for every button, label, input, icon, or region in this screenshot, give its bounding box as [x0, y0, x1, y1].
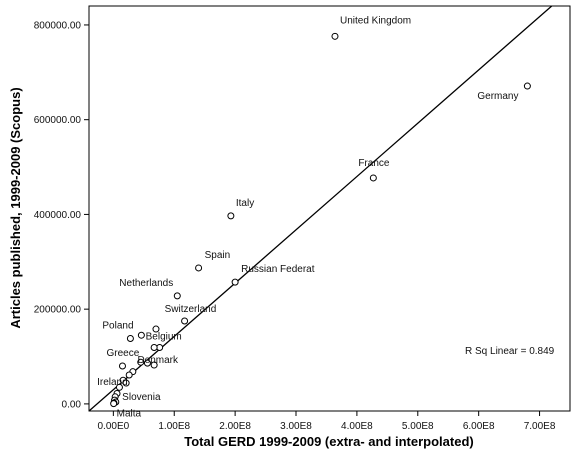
data-point: [231, 278, 239, 286]
r-squared-annotation: R Sq Linear = 0.849: [465, 346, 555, 357]
point-label: Slovenia: [122, 392, 161, 403]
x-axis-ticks: 0.00E0 1.00E8 2.00E8 3.00E8 4.00E8 5.00E8 6.00…: [98, 411, 556, 432]
point-label: Germany: [477, 91, 518, 102]
data-point: [125, 371, 133, 379]
point-label: Malta: [117, 409, 142, 420]
point-label: United Kingdom: [340, 15, 411, 26]
y-tick-label: 800000.00: [34, 20, 82, 31]
data-point: [143, 359, 151, 367]
y-tick-label: 600000.00: [34, 115, 82, 126]
x-tick-label: 1.00E8: [158, 421, 190, 432]
x-axis-title: Total GERD 1999-2009 (extra- and interpo…: [184, 434, 473, 449]
data-point: [137, 331, 145, 339]
point-label: Netherlands: [119, 278, 173, 289]
point-label: Poland: [102, 321, 133, 332]
point-label: Greece: [106, 348, 139, 359]
point-label: Italy: [236, 198, 254, 209]
data-point: [110, 400, 118, 408]
x-tick-label: 3.00E8: [280, 421, 312, 432]
x-tick-label: 2.00E8: [219, 421, 251, 432]
data-point: [115, 383, 123, 391]
y-tick-label: 400000.00: [34, 210, 82, 221]
point-label: Spain: [205, 250, 231, 261]
point-label: Ireland: [97, 377, 128, 388]
data-point: [331, 32, 339, 40]
plot-frame: [88, 5, 571, 412]
y-tick-label: 0.00: [62, 399, 82, 410]
fit-line: [89, 6, 553, 411]
x-tick-label: 6.00E8: [463, 421, 495, 432]
y-axis-ticks: 0.00 200000.00 400000.00 600000.00 800000.00: [34, 20, 89, 410]
data-point: [152, 325, 160, 333]
data-point: [137, 358, 145, 366]
data-point: [181, 317, 189, 325]
point-label: Switzerland: [165, 304, 217, 315]
data-point: [150, 361, 158, 369]
x-tick-label: 4.00E8: [341, 421, 373, 432]
data-point: [523, 82, 531, 90]
data-point: [173, 292, 181, 300]
data-point: [227, 212, 235, 220]
data-point: [118, 362, 126, 370]
fit-line-group: [89, 6, 553, 411]
y-tick-label: 200000.00: [34, 305, 82, 316]
point-label: Denmark: [137, 355, 179, 366]
point-labels: United Kingdom Germany France Italy Spain Rus…: [97, 15, 518, 419]
data-point: [195, 264, 203, 272]
point-label: Belgium: [146, 332, 182, 343]
data-point: [369, 174, 377, 182]
x-tick-label: 7.00E8: [524, 421, 556, 432]
point-label: Russian Federat: [241, 264, 315, 275]
y-axis-title: Articles published, 1999-2009 (Scopus): [8, 87, 23, 328]
data-points: [110, 32, 531, 408]
data-point: [122, 379, 130, 387]
x-tick-label: 5.00E8: [402, 421, 434, 432]
data-point: [126, 335, 134, 343]
data-point: [150, 344, 158, 352]
x-tick-label: 0.00E0: [98, 421, 130, 432]
point-label: France: [358, 158, 390, 169]
